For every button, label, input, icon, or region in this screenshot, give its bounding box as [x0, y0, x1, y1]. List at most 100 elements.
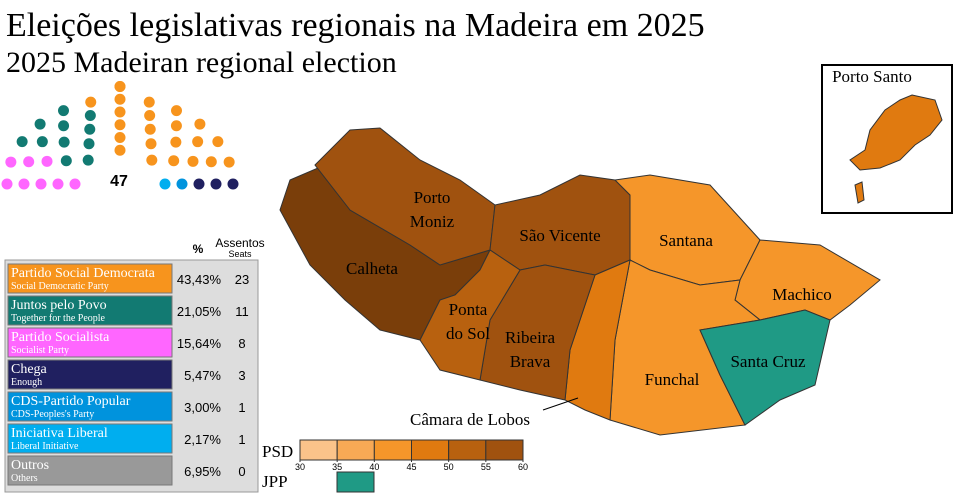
- party-seats: 3: [238, 368, 245, 383]
- seat: [170, 120, 182, 132]
- seat: [168, 155, 180, 167]
- region-label: Ribeira: [505, 328, 555, 347]
- region-label: Calheta: [346, 259, 398, 278]
- region: [849, 94, 943, 171]
- seat: [84, 123, 96, 135]
- legend-bin: [373, 439, 413, 461]
- seat: [16, 136, 28, 148]
- region-label: Moniz: [410, 212, 455, 231]
- party-percent: 5,47%: [184, 368, 221, 383]
- seat: [143, 96, 155, 108]
- region-label: Funchal: [645, 370, 700, 389]
- party-cell: [7, 359, 173, 390]
- seat: [23, 156, 35, 168]
- region-label: Porto Santo: [832, 67, 912, 86]
- seat: [114, 81, 126, 92]
- seat: [114, 119, 126, 131]
- seat: [114, 132, 126, 143]
- party-name: CDS-Partido Popular: [11, 394, 131, 409]
- legend-bin: [448, 439, 487, 461]
- party-english: CDS-Peoples's Party: [11, 409, 94, 420]
- party-seats: 23: [235, 272, 249, 287]
- seat: [83, 138, 95, 150]
- region-label: Ponta: [449, 300, 488, 319]
- legend-tick-label: 35: [332, 462, 342, 472]
- seat: [193, 178, 205, 190]
- seat: [227, 178, 239, 190]
- seat: [223, 156, 235, 168]
- seat: [212, 136, 224, 148]
- seat: [192, 136, 204, 148]
- party-name: Outros: [11, 458, 49, 473]
- seat: [41, 155, 53, 167]
- seat: [84, 110, 96, 122]
- party-percent: 3,00%: [184, 400, 221, 415]
- seat: [176, 178, 188, 190]
- region-label: Santa Cruz: [730, 352, 806, 371]
- seat: [85, 96, 97, 108]
- region-label: Brava: [510, 352, 551, 371]
- party-percent: 43,43%: [177, 272, 222, 287]
- party-cell: [7, 423, 173, 454]
- legend-tick-label: 40: [369, 462, 379, 472]
- region: [489, 174, 631, 276]
- party-cell: [7, 327, 173, 358]
- legend-tick-label: 50: [444, 462, 454, 472]
- seat: [194, 118, 206, 130]
- seat: [170, 136, 182, 148]
- seat: [1, 178, 13, 190]
- seat: [159, 178, 171, 190]
- seat: [187, 155, 199, 167]
- party-name: Partido Socialista: [11, 330, 110, 345]
- seat: [58, 120, 70, 132]
- party-seats: 1: [238, 432, 245, 447]
- legend-bin: [336, 439, 375, 461]
- party-cell: [7, 455, 173, 486]
- region-label: Porto: [414, 188, 451, 207]
- region: [699, 309, 831, 426]
- legend-tick-label: 30: [295, 462, 305, 472]
- party-cell: [7, 391, 173, 422]
- seat: [145, 138, 157, 150]
- region-label: São Vicente: [519, 226, 600, 245]
- legend-tick-label: 45: [406, 462, 416, 472]
- legend-bin: [485, 439, 524, 461]
- header-seats: Assentos: [215, 236, 264, 250]
- seat-total: 47: [110, 173, 128, 190]
- subtitle: 2025 Madeiran regional election: [6, 46, 397, 79]
- legend-tick-label: 60: [518, 462, 528, 472]
- seat: [60, 155, 72, 167]
- party-english: Others: [11, 473, 38, 484]
- party-cell: [7, 263, 173, 294]
- seat: [146, 154, 158, 166]
- legend-label: PSD: [262, 442, 293, 461]
- seat: [52, 178, 64, 190]
- legend-tick-label: 55: [481, 462, 491, 472]
- seat: [171, 105, 182, 117]
- party-english: Liberal Initiative: [11, 441, 79, 452]
- header-percent: %: [193, 242, 204, 256]
- party-english: Socialist Party: [11, 345, 69, 356]
- seat: [58, 136, 70, 148]
- party-seats: 1: [238, 400, 245, 415]
- region-label: Machico: [772, 285, 831, 304]
- legend-bin: [411, 439, 450, 461]
- title: Eleições legislativas regionais na Madei…: [6, 7, 705, 44]
- party-seats: 8: [238, 336, 245, 351]
- seat: [144, 110, 156, 122]
- party-name: Chega: [11, 362, 48, 377]
- party-name: Partido Social Democrata: [11, 266, 156, 281]
- party-english: Together for the People: [11, 313, 106, 324]
- region: [419, 249, 521, 381]
- party-seats: 0: [238, 464, 245, 479]
- seat: [82, 154, 94, 166]
- seat: [114, 93, 126, 105]
- party-percent: 21,05%: [177, 304, 222, 319]
- leader-line: [542, 397, 579, 411]
- seat: [35, 178, 47, 190]
- party-percent: 15,64%: [177, 336, 222, 351]
- legend-swatch: [336, 471, 375, 493]
- party-seats: 11: [235, 304, 249, 319]
- party-english: Enough: [11, 377, 42, 388]
